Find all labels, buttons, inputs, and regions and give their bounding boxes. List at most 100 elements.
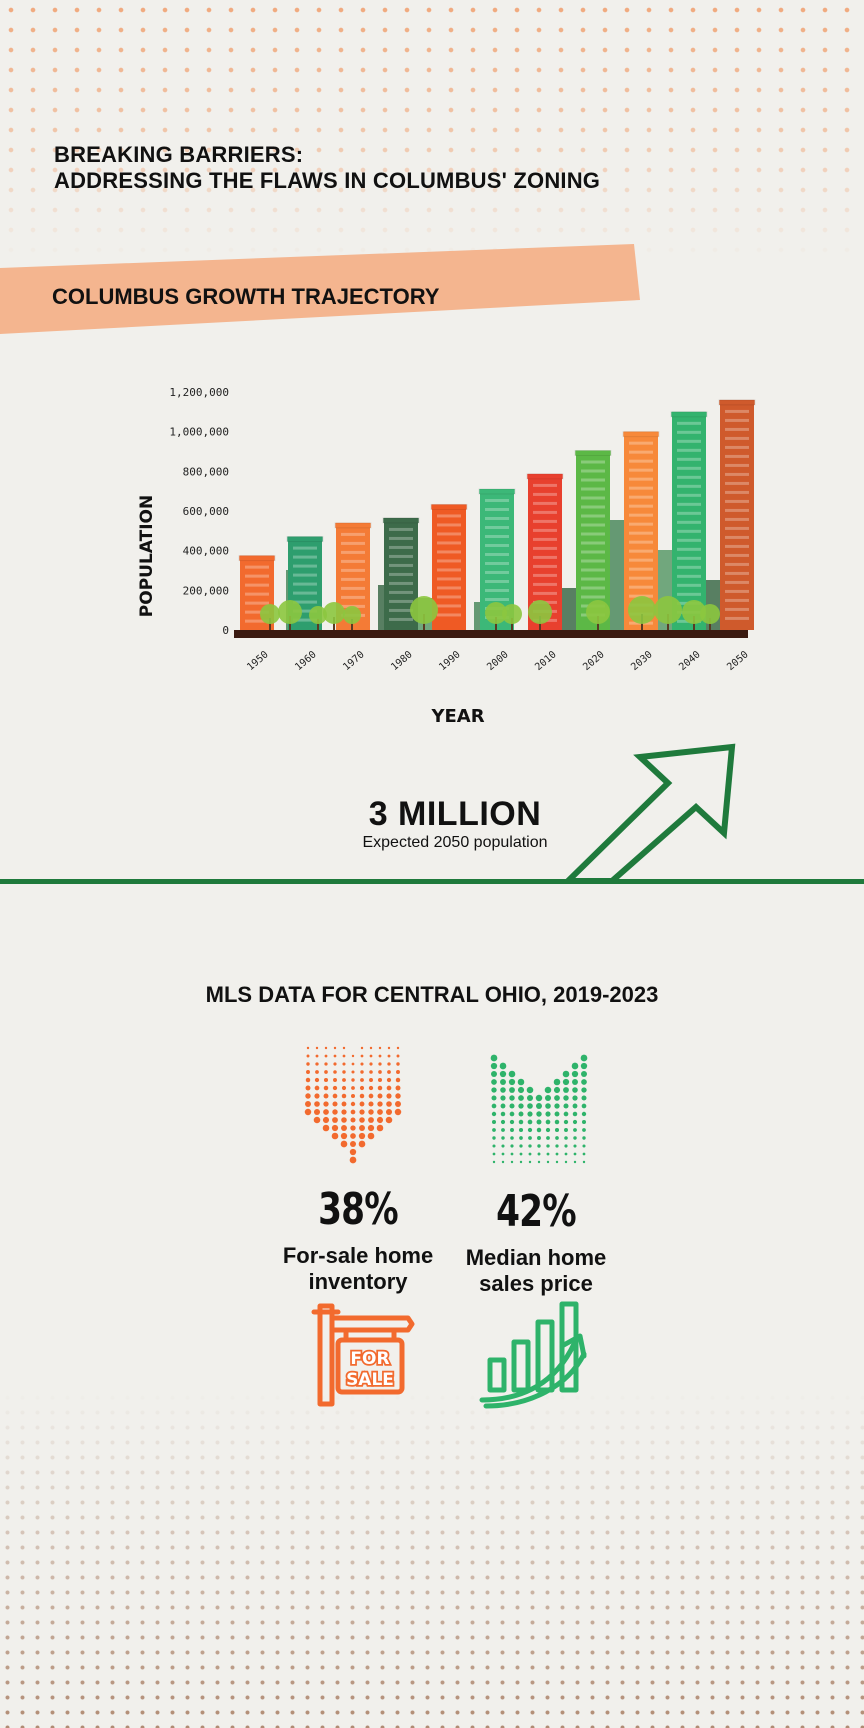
- sign-text-sale: SALE: [346, 1370, 394, 1390]
- arrow-dot: [387, 1070, 391, 1074]
- bar-window-stripe: [725, 499, 749, 503]
- bar-window-stripe: [437, 559, 461, 563]
- bar-window-stripe: [677, 511, 701, 515]
- arrow-dot: [395, 1077, 401, 1083]
- arrow-dot: [564, 1152, 568, 1156]
- page-title-line-1: BREAKING BARRIERS:: [54, 142, 304, 167]
- bar-window-stripe: [677, 502, 701, 506]
- arrow-dot: [395, 1093, 401, 1099]
- arrow-dot: [572, 1079, 578, 1085]
- bar-window-stripe: [389, 599, 413, 603]
- bar-window-stripe: [437, 586, 461, 590]
- arrow-dot: [360, 1054, 364, 1058]
- arrow-dot: [563, 1103, 569, 1109]
- arrow-dot: [332, 1093, 338, 1099]
- arrow-dot: [323, 1109, 329, 1115]
- bar-window-stripe: [725, 616, 749, 620]
- bar-window-stripe: [581, 469, 605, 473]
- bar-window-stripe: [533, 501, 557, 505]
- bar-window-stripe: [533, 510, 557, 514]
- bar-window-stripe: [389, 608, 413, 612]
- arrow-dot: [563, 1095, 569, 1101]
- arrow-dot: [368, 1085, 374, 1091]
- y-tick-label: 600,000: [183, 505, 229, 518]
- arrow-dot: [349, 1156, 357, 1164]
- arrow-dot: [546, 1136, 550, 1140]
- bar-window-stripe: [581, 496, 605, 500]
- arrow-dot: [322, 1124, 330, 1132]
- arrow-dot: [581, 1095, 587, 1101]
- bar-window-stripe: [533, 555, 557, 559]
- arrow-dot: [492, 1144, 496, 1148]
- bar-window-stripe: [677, 421, 701, 425]
- arrow-dot: [368, 1093, 374, 1099]
- arrow-dot: [571, 1062, 579, 1070]
- bar-window-stripe: [533, 483, 557, 487]
- bar-window-stripe: [245, 601, 269, 605]
- bar-window-stripe: [677, 493, 701, 497]
- bar-window-stripe: [341, 586, 365, 590]
- arrow-dot: [369, 1046, 373, 1050]
- arrow-dot: [342, 1078, 346, 1082]
- arrow-dot: [546, 1144, 550, 1148]
- arrow-dot: [368, 1109, 374, 1115]
- arrow-dot: [349, 1148, 357, 1156]
- bar-window-stripe: [725, 598, 749, 602]
- x-tick-label: 1960: [293, 649, 319, 673]
- arrow-dot: [517, 1086, 525, 1094]
- arrow-dot: [555, 1160, 559, 1164]
- arrow-dot: [528, 1160, 532, 1164]
- arrow-dot: [554, 1119, 560, 1125]
- tree-crown: [410, 596, 438, 624]
- population-bar-2020: [576, 450, 610, 630]
- bar-window-stripe: [581, 550, 605, 554]
- bar-window-stripe: [629, 513, 653, 517]
- arrow-dot: [517, 1078, 525, 1086]
- arrow-dot: [528, 1136, 532, 1140]
- x-tick-label: 1990: [437, 649, 463, 673]
- bar-window-stripe: [293, 573, 317, 577]
- arrow-dot: [499, 1062, 507, 1070]
- bar-window-stripe: [677, 466, 701, 470]
- x-tick-label: 1950: [245, 649, 271, 673]
- arrow-dot: [351, 1054, 355, 1058]
- population-chart: 0 200,000 400,000 600,000 800,000 1,000,000 1,…: [137, 386, 756, 727]
- tree-decorations: [260, 596, 720, 630]
- bar-window-stripe: [341, 577, 365, 581]
- arrow-dot: [536, 1127, 542, 1133]
- bar-window-stripe: [533, 582, 557, 586]
- arrow-dot: [564, 1144, 568, 1148]
- arrow-dot: [396, 1054, 400, 1058]
- bar-window-stripe: [485, 498, 509, 502]
- arrow-dot: [350, 1117, 356, 1123]
- arrow-dot: [581, 1103, 587, 1109]
- arrow-dot: [378, 1046, 382, 1050]
- bar-window-stripe: [533, 537, 557, 541]
- bar-roof: [238, 555, 276, 562]
- arrow-dot: [341, 1093, 347, 1099]
- arrow-dot: [360, 1070, 364, 1074]
- arrow-dot: [377, 1093, 383, 1099]
- bar-window-stripe: [629, 549, 653, 553]
- arrow-dot: [491, 1119, 497, 1125]
- arrow-dot: [501, 1160, 505, 1164]
- bar-window-stripe: [581, 514, 605, 518]
- arrow-dot: [573, 1160, 577, 1164]
- bar-window-stripe: [485, 597, 509, 601]
- arrow-dot: [571, 1070, 579, 1078]
- page-title-line-2: ADDRESSING THE FLAWS IN COLUMBUS' ZONING: [54, 168, 601, 193]
- arrow-dot: [359, 1109, 365, 1115]
- arrow-dot: [501, 1144, 505, 1148]
- arrow-dot: [369, 1070, 373, 1074]
- projection-caption: Expected 2050 population: [362, 834, 548, 851]
- arrow-dot: [332, 1085, 338, 1091]
- bar-window-stripe: [581, 478, 605, 482]
- arrow-dot: [537, 1152, 541, 1156]
- bar-window-stripe: [245, 610, 269, 614]
- arrow-dot: [491, 1087, 497, 1093]
- arrow-dot: [315, 1062, 319, 1066]
- bar-window-stripe: [533, 564, 557, 568]
- inventory-percent: 38%: [318, 1184, 399, 1235]
- bar-window-stripe: [677, 556, 701, 560]
- arrow-dot: [359, 1117, 365, 1123]
